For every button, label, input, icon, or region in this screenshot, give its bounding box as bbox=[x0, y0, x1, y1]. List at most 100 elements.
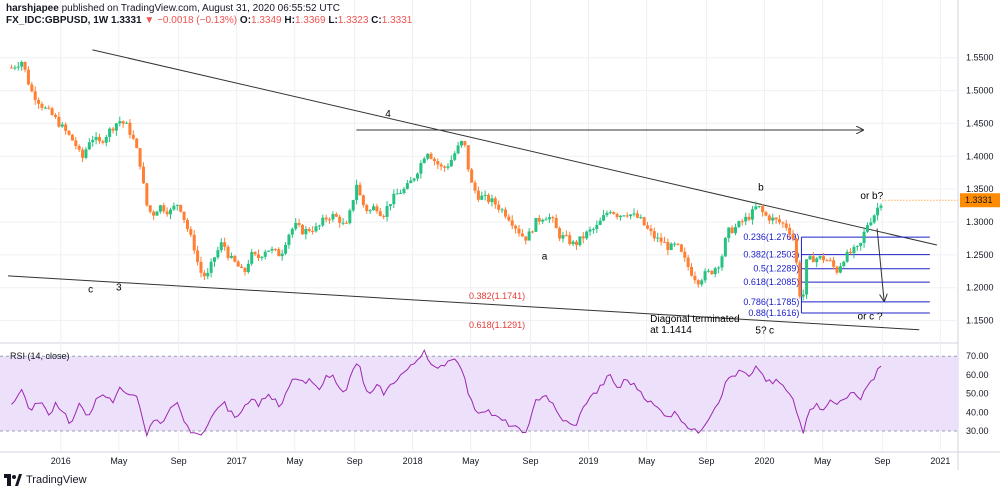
candle-body bbox=[713, 268, 717, 275]
candle-body bbox=[280, 253, 284, 257]
candle-body bbox=[737, 221, 741, 228]
trendlines[interactable] bbox=[7, 49, 938, 331]
publisher-name[interactable]: harshjapee bbox=[6, 3, 59, 14]
candle-body bbox=[67, 130, 71, 135]
candle-body bbox=[422, 158, 426, 164]
candle-body bbox=[206, 272, 210, 277]
candle-body bbox=[125, 122, 129, 124]
candle-body bbox=[449, 159, 453, 167]
candle-body bbox=[764, 212, 768, 216]
candle-body bbox=[233, 255, 237, 262]
candle-body bbox=[196, 250, 200, 262]
candle-body bbox=[348, 210, 352, 224]
candle-body bbox=[754, 206, 758, 210]
candle-body bbox=[121, 121, 125, 124]
candle-body bbox=[409, 180, 413, 184]
candle-body bbox=[581, 236, 585, 239]
candle-body bbox=[639, 217, 643, 219]
candle-body bbox=[761, 206, 765, 213]
candle-body bbox=[43, 107, 47, 109]
candle-body bbox=[591, 229, 595, 231]
candle-body bbox=[815, 258, 819, 263]
diagonal-note-line1: Diagonal terminated bbox=[650, 314, 740, 325]
candle-body bbox=[507, 216, 511, 221]
time-tick-label: Sep bbox=[171, 456, 187, 466]
candle-body bbox=[446, 166, 450, 168]
candle-body bbox=[750, 209, 754, 220]
candle-body bbox=[324, 217, 328, 220]
diagonal-note-line2: at 1.1414 bbox=[650, 325, 692, 336]
candle-body bbox=[757, 206, 761, 208]
symbol-label[interactable]: FX_IDC:GBPUSD, 1W bbox=[6, 15, 109, 26]
tradingview-logo[interactable]: TradingView bbox=[4, 474, 87, 486]
candle-body bbox=[192, 234, 196, 251]
candle-body bbox=[500, 209, 504, 211]
time-tick-label: 2021 bbox=[930, 456, 950, 466]
candle-body bbox=[101, 141, 105, 143]
candle-body bbox=[416, 173, 420, 179]
candle-body bbox=[818, 256, 822, 259]
candle-body bbox=[859, 242, 863, 247]
candle-body bbox=[338, 216, 342, 223]
fib-retracement[interactable]: 0.236(1.2769) 0.382(1.2503) 0.5(1.2289) 0.6… bbox=[743, 232, 930, 318]
candle-body bbox=[81, 149, 85, 158]
candle-body bbox=[355, 184, 359, 201]
candle-body bbox=[426, 153, 430, 159]
candle-body bbox=[33, 91, 37, 100]
publish-info: published on TradingView.com, August 31,… bbox=[58, 3, 340, 14]
price-tick-label: 1.4500 bbox=[966, 118, 994, 128]
time-tick-label: May bbox=[638, 456, 656, 466]
candle-body bbox=[429, 153, 433, 159]
rsi-tick-label: 60.00 bbox=[966, 370, 989, 380]
candle-body bbox=[483, 194, 487, 196]
candle-body bbox=[520, 233, 524, 237]
candle-body bbox=[331, 214, 335, 220]
candle-body bbox=[182, 211, 186, 221]
trendline-lower-wedge bbox=[7, 275, 920, 331]
close-label: C: bbox=[371, 15, 382, 26]
candle-body bbox=[152, 211, 156, 216]
candle-body bbox=[165, 211, 169, 215]
candle-body bbox=[547, 217, 551, 220]
candle-body bbox=[466, 145, 470, 170]
candles[interactable] bbox=[10, 60, 883, 301]
candle-body bbox=[869, 222, 873, 226]
candle-body bbox=[456, 145, 460, 154]
candle-body bbox=[169, 209, 173, 215]
candle-body bbox=[260, 256, 264, 259]
rsi-tick-label: 50.00 bbox=[966, 389, 989, 399]
time-tick-label: May bbox=[814, 456, 832, 466]
candle-body bbox=[365, 205, 369, 211]
candle-body bbox=[30, 84, 34, 92]
time-tick-label: 2019 bbox=[579, 456, 599, 466]
fib-level-label: 0.618(1.2085) bbox=[743, 277, 799, 287]
candle-body bbox=[673, 243, 677, 245]
candle-body bbox=[625, 215, 629, 217]
candle-body bbox=[771, 217, 775, 221]
candle-body bbox=[740, 221, 744, 223]
candle-body bbox=[382, 215, 386, 217]
candle-body bbox=[243, 267, 247, 273]
candle-body bbox=[246, 263, 250, 273]
candle-body bbox=[700, 280, 704, 285]
candle-body bbox=[40, 103, 44, 108]
candle-body bbox=[862, 231, 866, 243]
candle-body bbox=[473, 182, 477, 191]
candle-body bbox=[185, 220, 189, 230]
wave-label: 5? bbox=[755, 326, 767, 337]
trendline-down-arrow bbox=[876, 228, 884, 301]
rsi-tick-label: 30.00 bbox=[966, 426, 989, 436]
time-tick-label: 2017 bbox=[227, 456, 247, 466]
candle-body bbox=[649, 228, 653, 232]
wave-label: 4 bbox=[385, 109, 391, 120]
candle-body bbox=[635, 213, 639, 218]
candle-body bbox=[131, 134, 135, 139]
last-price: 1.3331 bbox=[111, 15, 142, 26]
candle-body bbox=[578, 236, 582, 246]
candle-body bbox=[453, 153, 457, 160]
chart-header: harshjapee published on TradingView.com,… bbox=[6, 3, 412, 27]
open-value: 1.3349 bbox=[251, 15, 282, 26]
candle-body bbox=[74, 140, 78, 147]
candle-body bbox=[273, 248, 277, 250]
